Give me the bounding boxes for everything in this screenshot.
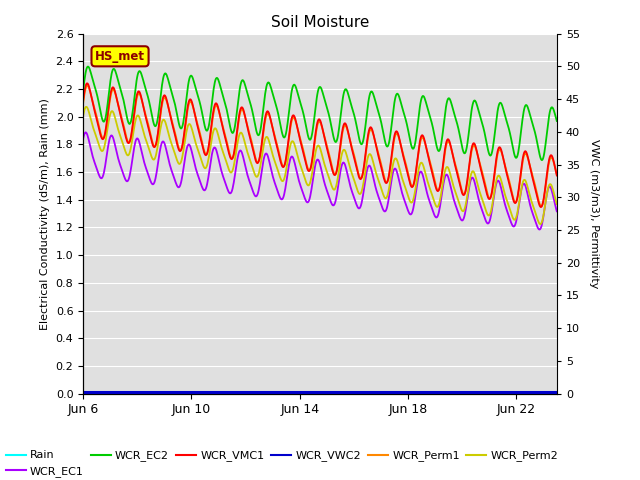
Legend: Rain, WCR_EC1, WCR_EC2, WCR_VMC1, WCR_VWC2, WCR_Perm1, WCR_Perm2: Rain, WCR_EC1, WCR_EC2, WCR_VMC1, WCR_VW… [1, 446, 563, 480]
Y-axis label: VWC (m3/m3), Permittivity: VWC (m3/m3), Permittivity [589, 139, 600, 288]
Text: HS_met: HS_met [95, 50, 145, 63]
Title: Soil Moisture: Soil Moisture [271, 15, 369, 30]
Y-axis label: Electrical Conductivity (dS/m), Rain (mm): Electrical Conductivity (dS/m), Rain (mm… [40, 97, 50, 330]
